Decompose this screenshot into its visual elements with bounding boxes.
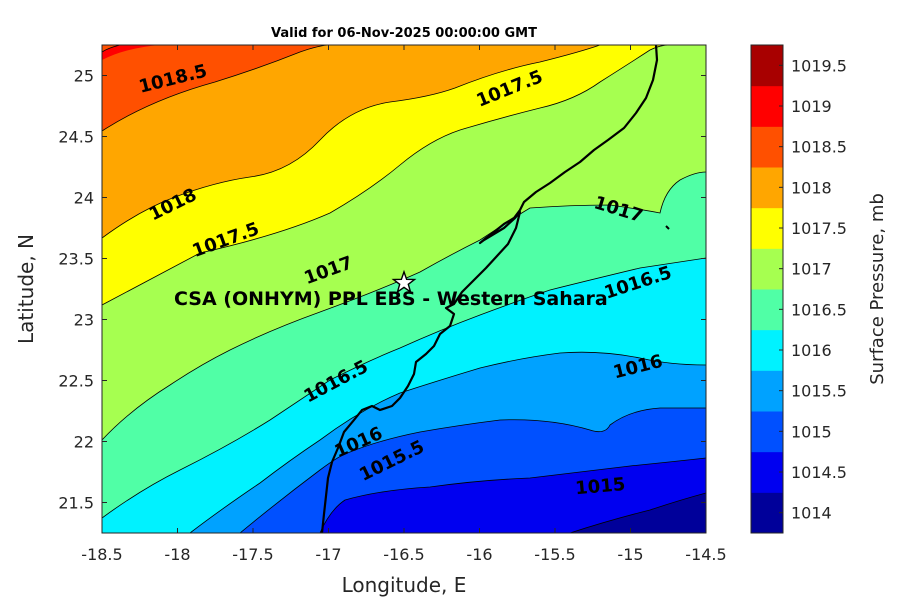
colorbar-swatch bbox=[751, 85, 783, 127]
contour-line-1015-5 bbox=[239, 407, 706, 533]
colorbar-tick-label: 1016 bbox=[791, 341, 832, 360]
y-tick-label: 21.5 bbox=[58, 494, 94, 513]
colorbar-tick-label: 1014 bbox=[791, 504, 832, 523]
x-tick-label: -17.5 bbox=[232, 545, 273, 564]
y-tick-label: 23 bbox=[74, 311, 94, 330]
colorbar-tick-label: 1014.5 bbox=[791, 463, 847, 482]
x-axis: -18.5 -18 -17.5 -17 -16.5 -16 -15.5 -15 -14.5 bbox=[81, 45, 727, 564]
colorbar-swatch bbox=[751, 248, 783, 290]
contour-label: 1015 bbox=[574, 474, 626, 499]
colorbar-swatch bbox=[751, 207, 783, 249]
coastline-path bbox=[320, 45, 659, 533]
x-tick-label: -18.5 bbox=[81, 545, 122, 564]
colorbar-tick-label: 1018.5 bbox=[791, 138, 847, 157]
contour-line-1016 bbox=[189, 351, 706, 533]
y-tick-label: 25 bbox=[74, 67, 94, 86]
colorbar-swatch bbox=[751, 45, 783, 87]
contour-bands bbox=[102, 45, 706, 533]
station-marker[interactable]: CSA (ONHYM) PPL EBS - Western Sahara bbox=[174, 269, 608, 310]
colorbar-swatch bbox=[751, 329, 783, 371]
x-tick-label: -18 bbox=[164, 545, 190, 564]
colorbar-tick-label: 1015 bbox=[791, 422, 832, 441]
colorbar-tick-label: 1015.5 bbox=[791, 382, 847, 401]
colorbar-tick-label: 1018 bbox=[791, 178, 832, 197]
y-tick-label: 22.5 bbox=[58, 372, 94, 391]
x-tick-label: -16 bbox=[466, 545, 492, 564]
contour-line-1018-5 bbox=[102, 45, 331, 132]
contour-lines bbox=[102, 45, 706, 533]
x-tick-label: -17 bbox=[315, 545, 341, 564]
contour-line-1017-5 bbox=[102, 45, 671, 306]
colorbar-tick-label: 1017.5 bbox=[791, 219, 847, 238]
contour-line-1018 bbox=[102, 45, 601, 239]
band-1014-5 bbox=[320, 458, 706, 533]
colorbar-swatch bbox=[751, 289, 783, 331]
colorbar-swatch bbox=[751, 167, 783, 209]
x-axis-label: Longitude, E bbox=[342, 573, 467, 597]
contour-line-1016-5 bbox=[102, 257, 706, 519]
colorbar-tick-label: 1017 bbox=[791, 260, 832, 279]
y-axis: 25 24.5 24 23.5 23 22.5 22 21.5 bbox=[58, 67, 706, 513]
x-tick-label: -15.5 bbox=[534, 545, 575, 564]
contour-line-1014-5 bbox=[569, 492, 706, 533]
y-axis-label: Latitude, N bbox=[14, 234, 38, 344]
colorbar-frame bbox=[750, 44, 784, 534]
colorbar-swatch bbox=[751, 451, 783, 493]
x-tick-label: -16.5 bbox=[383, 545, 424, 564]
colorbar-swatch bbox=[751, 492, 783, 534]
colorbar-label: Surface Pressure, mb bbox=[867, 193, 888, 385]
y-tick-label: 24 bbox=[74, 189, 94, 208]
x-tick-label: -15 bbox=[617, 545, 643, 564]
star-icon[interactable] bbox=[391, 269, 417, 294]
contour-line-1015 bbox=[319, 457, 706, 533]
colorbar-tick-label: 1019.5 bbox=[791, 56, 847, 75]
colorbar-swatch bbox=[751, 411, 783, 453]
station-label: CSA (ONHYM) PPL EBS - Western Sahara bbox=[174, 288, 608, 310]
y-tick-label: 24.5 bbox=[58, 128, 94, 147]
x-tick-label: -14.5 bbox=[685, 545, 726, 564]
contour-line-1019 bbox=[102, 45, 121, 53]
plot-title: Valid for 06-Nov-2025 00:00:00 GMT bbox=[271, 26, 537, 41]
colorbar-tick-label: 1016.5 bbox=[791, 300, 847, 319]
colorbar-swatch bbox=[751, 126, 783, 168]
contour-line-1017 bbox=[102, 171, 706, 441]
coastline-islet bbox=[665, 225, 670, 230]
colorbar: 1014 1014.5 1015 1015.5 1016 1016.5 1017 1017.5… bbox=[751, 45, 847, 534]
colorbar-swatch bbox=[751, 370, 783, 412]
coastline bbox=[320, 45, 670, 533]
y-tick-label: 23.5 bbox=[58, 250, 94, 269]
colorbar-tick-label: 1019 bbox=[791, 97, 832, 116]
y-tick-label: 22 bbox=[74, 433, 94, 452]
